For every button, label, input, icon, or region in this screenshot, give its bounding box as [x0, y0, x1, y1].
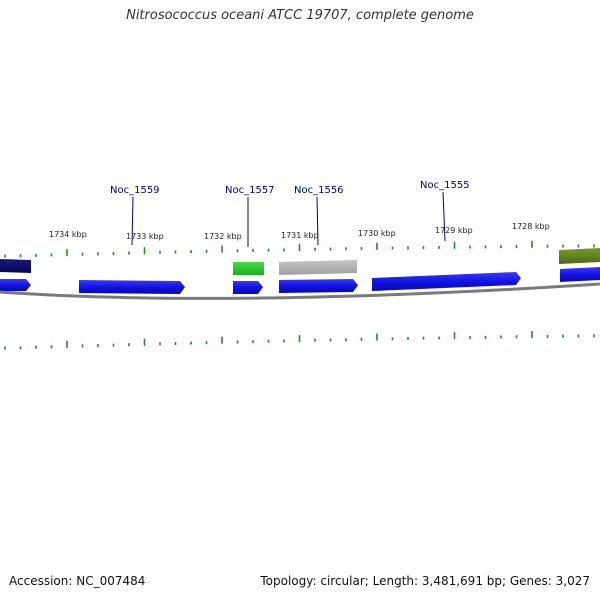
gene-labels: Noc_1559 Noc_1557 Noc_1556 Noc_1555 [110, 180, 470, 247]
inner-tick-row [4, 331, 595, 350]
gene-row-lower [0, 267, 600, 294]
gene-arrow [0, 279, 31, 291]
leader-line [131, 196, 134, 246]
map-title: Nitrosococcus oceani ATCC 19707, complet… [126, 8, 474, 23]
kbp-label: 1734 kbp [49, 230, 87, 239]
accession-label: Accession: NC_007484 [9, 574, 146, 588]
gene-row-upper [0, 248, 600, 275]
outer-tick-row [4, 240, 595, 258]
gene-arrow-noc-1559 [79, 280, 185, 294]
gene-label-noc-1557: Noc_1557 [225, 185, 275, 196]
genome-backbone [0, 282, 600, 300]
genome-stats-label: Topology: circular; Length: 3,481,691 bp… [260, 574, 590, 588]
gene-label-noc-1555: Noc_1555 [420, 180, 470, 191]
kbp-label: 1730 kbp [358, 229, 396, 238]
gene-label-noc-1559: Noc_1559 [110, 185, 160, 196]
gene-label-noc-1556: Noc_1556 [294, 185, 344, 196]
gene-block-noc-1556 [279, 260, 357, 275]
kbp-label: 1731 kbp [281, 231, 319, 240]
kbp-label: 1733 kbp [126, 232, 164, 241]
leader-line [442, 191, 446, 242]
gene-arrow [279, 279, 358, 293]
kbp-label: 1728 kbp [512, 222, 550, 231]
gene-arrow [233, 281, 263, 294]
kbp-label: 1729 kbp [435, 226, 473, 235]
kbp-scale: 1734 kbp 1733 kbp 1732 kbp 1731 kbp 1730… [49, 222, 550, 241]
leader-line [316, 196, 319, 246]
kbp-label: 1732 kbp [204, 232, 242, 241]
gene-arrow [560, 267, 600, 282]
gene-block-noc-1557 [233, 262, 264, 275]
gene-arrow-noc-1555 [372, 272, 521, 291]
gene-block-navy [0, 259, 31, 273]
gene-block-olive [559, 248, 600, 264]
